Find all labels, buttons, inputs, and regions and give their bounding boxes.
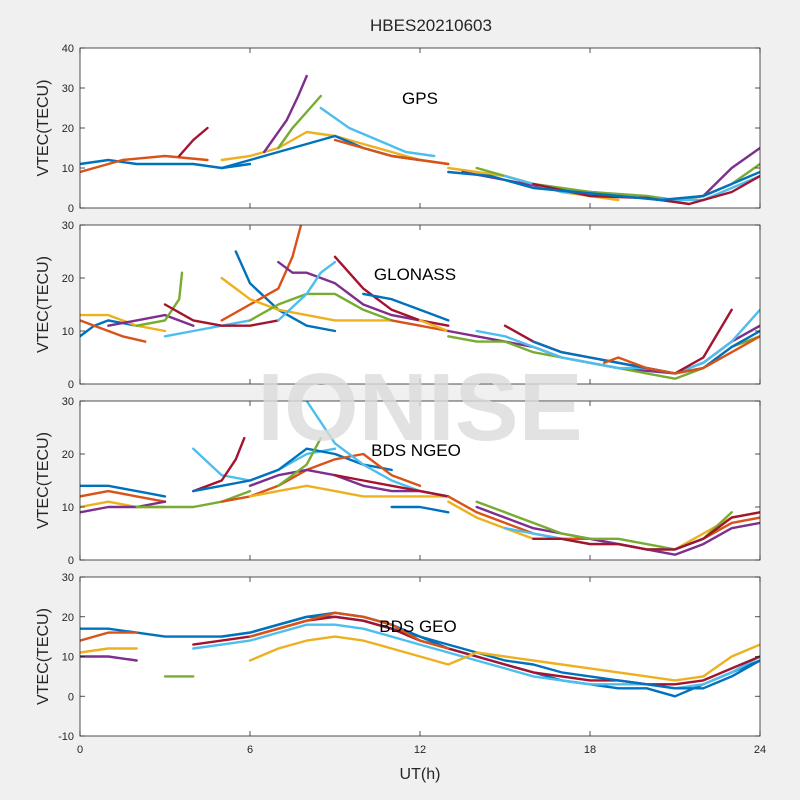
series-line	[418, 319, 450, 333]
series-line	[80, 484, 167, 498]
series-line	[220, 225, 303, 322]
series-line	[80, 489, 167, 503]
series-line	[248, 635, 760, 682]
y-tick-label: 20	[62, 449, 74, 461]
series-line	[390, 319, 450, 333]
series-line	[248, 611, 450, 650]
series-line	[277, 260, 422, 322]
x-tick-label: 0	[77, 744, 83, 756]
y-tick-label: -10	[58, 731, 74, 743]
series-line	[447, 170, 760, 202]
y-tick-label: 10	[62, 502, 74, 514]
y-axis-label: VTEC(TECU)	[35, 608, 52, 705]
plot-area	[80, 401, 760, 560]
plot-area	[80, 48, 760, 208]
y-tick-label: 0	[68, 379, 74, 391]
series-line	[333, 255, 450, 327]
series-line	[333, 474, 450, 498]
series-line	[503, 174, 760, 202]
panel-3: 0 10 20 30 VTEC(TECU) BDS NGEO	[35, 396, 761, 567]
series-line	[135, 489, 252, 509]
series-line	[220, 276, 393, 322]
y-tick-label: 0	[68, 691, 74, 703]
y-tick-label: 10	[62, 326, 74, 338]
y-tick-label: 0	[68, 555, 74, 567]
series-line	[475, 308, 760, 375]
watermark: IONISE	[257, 354, 582, 461]
y-tick-label: 10	[62, 163, 74, 175]
series-line	[163, 319, 252, 338]
series-line	[603, 335, 760, 375]
series-line	[80, 631, 138, 642]
series-line	[192, 447, 393, 493]
series-line	[177, 126, 209, 158]
x-tick-label: 24	[754, 744, 766, 756]
panel-2: 0 10 20 30 VTEC(TECU) GLONASS	[35, 220, 761, 391]
y-tick-label: 20	[62, 612, 74, 624]
series-line	[248, 484, 450, 498]
panel-label: GPS	[402, 89, 438, 108]
y-axis-label: VTEC(TECU)	[35, 256, 52, 353]
series-line	[248, 292, 393, 322]
series-line	[277, 436, 322, 487]
x-tick-label: 6	[247, 744, 253, 756]
series-line	[80, 647, 138, 654]
series-line	[319, 106, 436, 158]
series-line	[80, 313, 167, 333]
panel-label: BDS NGEO	[371, 441, 461, 460]
panel-1: 0 10 20 30 40 VTEC(TECU) GPS	[35, 43, 761, 215]
plot-area	[80, 225, 760, 384]
y-tick-label: 10	[62, 652, 74, 664]
series-line	[263, 74, 308, 154]
panel-label: BDS GEO	[379, 617, 456, 636]
y-tick-label: 40	[62, 43, 74, 55]
y-tick-label: 30	[62, 572, 74, 584]
series-group	[80, 225, 760, 380]
series-line	[333, 138, 450, 166]
y-tick-label: 30	[62, 220, 74, 232]
x-tick-label: 18	[584, 744, 596, 756]
y-axis-label: VTEC(TECU)	[35, 80, 52, 177]
series-line	[277, 94, 322, 150]
series-group	[80, 611, 760, 698]
series-line	[362, 292, 450, 322]
chart-title: HBES20210603	[370, 16, 492, 35]
y-tick-label: 20	[62, 273, 74, 285]
x-axis-label: UT(h)	[400, 766, 441, 783]
series-group	[80, 401, 760, 556]
series-group	[80, 74, 760, 206]
panel-label: GLONASS	[374, 265, 456, 284]
x-tick-label: 12	[414, 744, 426, 756]
series-line	[80, 154, 209, 174]
series-line	[277, 260, 337, 322]
series-line	[390, 505, 450, 514]
series-line	[80, 655, 138, 662]
y-tick-label: 20	[62, 123, 74, 135]
panels: 0 10 20 30 40 VTEC(TECU) GPS 0 10 20 30 VTEC(TECU) G…	[35, 43, 766, 756]
series-line	[532, 511, 760, 551]
series-line	[107, 313, 195, 327]
series-line	[192, 436, 246, 493]
series-line	[532, 174, 760, 206]
y-tick-label: 30	[62, 396, 74, 408]
y-tick-label: 0	[68, 203, 74, 215]
series-line	[80, 500, 167, 514]
y-tick-label: 30	[62, 83, 74, 95]
series-line	[80, 319, 147, 343]
series-line	[220, 611, 760, 690]
series-line	[163, 303, 280, 327]
y-axis-label: VTEC(TECU)	[35, 432, 52, 529]
